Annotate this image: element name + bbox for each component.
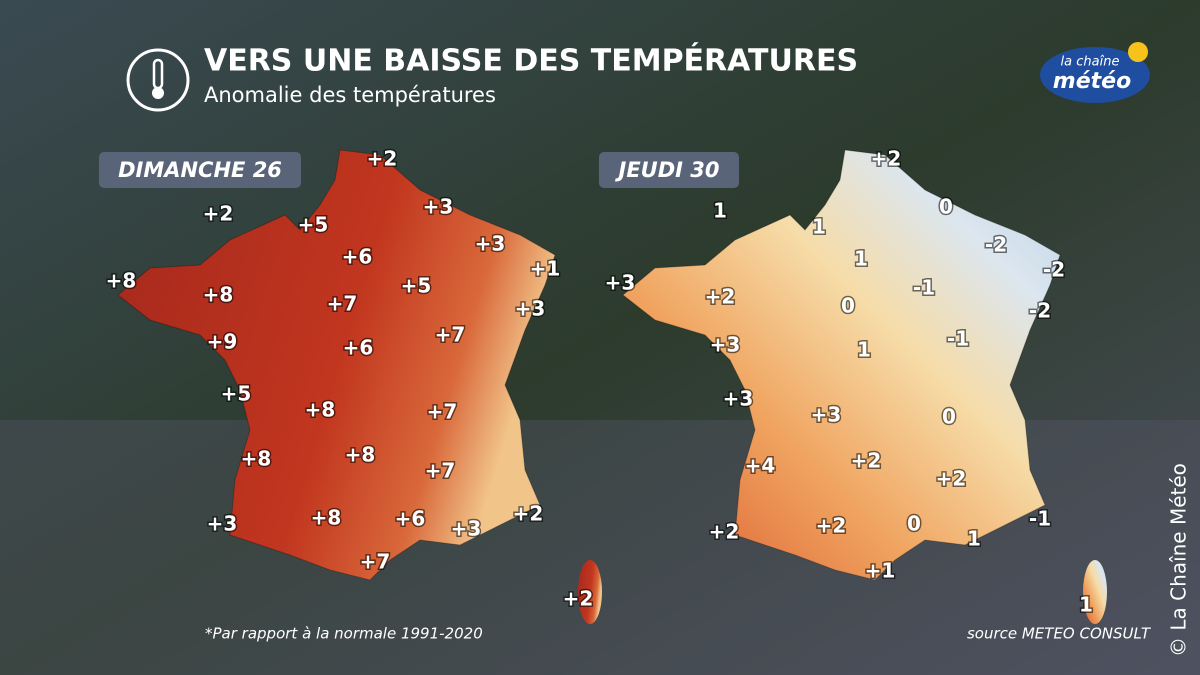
anomaly-label: 1 [1079,593,1093,617]
anomaly-label: +8 [305,398,336,422]
day-badge [99,152,301,188]
anomaly-label: +2 [705,285,736,309]
anomaly-label: +2 [851,449,882,473]
anomaly-label: +5 [298,213,329,237]
anomaly-label: -1 [913,276,935,300]
anomaly-label: -1 [1029,507,1051,531]
anomaly-label: +8 [345,443,376,467]
title: VERS UNE BAISSE DES TEMPÉRATURES [204,43,858,79]
day-label: DIMANCHE 26 [118,158,282,182]
anomaly-label: +7 [360,550,391,574]
anomaly-label: +1 [865,559,896,583]
anomaly-label: 0 [942,405,956,429]
anomaly-label: +8 [106,269,137,293]
anomaly-label: +3 [423,195,454,219]
anomaly-label: +5 [221,382,252,406]
anomaly-label: +2 [709,520,740,544]
anomaly-label: 0 [939,195,953,219]
anomaly-label: +3 [207,512,238,536]
day-badge [599,152,739,188]
corsica-map [578,560,602,624]
anomaly-label: +5 [401,274,432,298]
anomaly-label: +2 [936,467,967,491]
thermometer-icon [126,48,190,112]
anomaly-label: +3 [475,232,506,256]
france-map [117,149,556,581]
anomaly-label: 0 [907,512,921,536]
logo-sun [1128,42,1148,62]
anomaly-label: 1 [967,527,981,551]
anomaly-label: +7 [425,459,456,483]
anomaly-label: +6 [395,507,426,531]
logo [1040,47,1150,103]
anomaly-label: +9 [207,330,238,354]
corsica-map [1083,560,1107,624]
anomaly-label: +3 [723,387,754,411]
anomaly-label: +8 [311,506,342,530]
anomaly-label: +2 [563,587,594,611]
source: source METEO CONSULT [967,625,1152,643]
anomaly-label: +2 [816,514,847,538]
logo-text: météo [1053,69,1131,94]
anomaly-label: +6 [343,336,374,360]
anomaly-label: +8 [203,283,234,307]
anomaly-label: 1 [713,199,727,223]
anomaly-label: 1 [812,215,826,239]
anomaly-label: 1 [857,338,871,362]
anomaly-label: +2 [203,202,234,226]
anomaly-label: +3 [710,333,741,357]
thermometer-icon [152,87,164,99]
anomaly-label: 1 [854,247,868,271]
anomaly-label: +1 [530,257,561,281]
anomaly-label: +4 [745,454,776,478]
anomaly-label: +6 [342,245,373,269]
subtitle: Anomalie des températures [204,83,496,107]
anomaly-label: 0 [841,294,855,318]
anomaly-label: -2 [1043,258,1065,282]
anomaly-label: +3 [451,517,482,541]
france-map [622,149,1061,581]
logo-text: la chaîne [1061,55,1120,70]
anomaly-label: +8 [241,447,272,471]
anomaly-label: -1 [947,327,969,351]
anomaly-label: +7 [327,292,358,316]
anomaly-label: -2 [985,233,1007,257]
anomaly-label: +2 [513,502,544,526]
anomaly-label: +7 [435,323,466,347]
anomaly-label: +7 [427,400,458,424]
anomaly-label: +3 [605,271,636,295]
copyright: © La Chaîne Météo [1167,463,1191,657]
anomaly-label: +2 [367,147,398,171]
anomaly-label: -2 [1029,299,1051,323]
anomaly-label: +3 [811,403,842,427]
anomaly-label: +3 [515,297,546,321]
anomaly-label: +2 [871,147,902,171]
footnote: *Par rapport à la normale 1991-2020 [205,625,483,643]
day-label: JEUDI 30 [615,158,720,182]
